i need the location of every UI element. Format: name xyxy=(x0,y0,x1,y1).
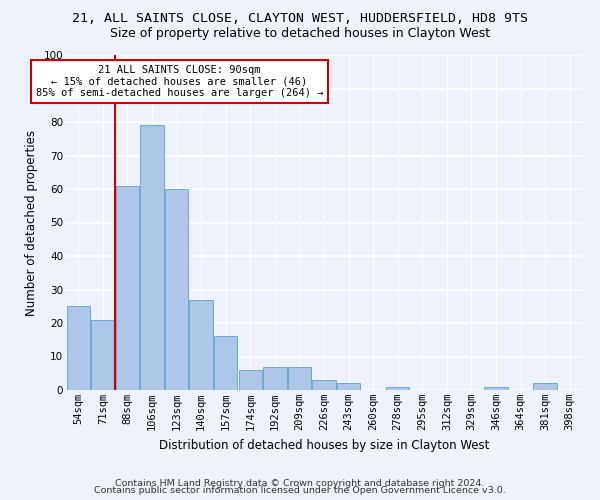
Bar xyxy=(313,380,335,390)
Text: Contains HM Land Registry data © Crown copyright and database right 2024.: Contains HM Land Registry data © Crown c… xyxy=(115,478,485,488)
Text: Contains public sector information licensed under the Open Government Licence v3: Contains public sector information licen… xyxy=(94,486,506,495)
Bar xyxy=(263,366,287,390)
Bar xyxy=(484,386,508,390)
Bar xyxy=(140,126,164,390)
Bar xyxy=(91,320,115,390)
X-axis label: Distribution of detached houses by size in Clayton West: Distribution of detached houses by size … xyxy=(159,438,489,452)
Bar xyxy=(214,336,238,390)
Text: 21 ALL SAINTS CLOSE: 90sqm
← 15% of detached houses are smaller (46)
85% of semi: 21 ALL SAINTS CLOSE: 90sqm ← 15% of deta… xyxy=(36,65,323,98)
Bar xyxy=(288,366,311,390)
Bar xyxy=(190,300,213,390)
Bar xyxy=(165,189,188,390)
Text: Size of property relative to detached houses in Clayton West: Size of property relative to detached ho… xyxy=(110,28,490,40)
Bar xyxy=(386,386,409,390)
Bar xyxy=(67,306,90,390)
Y-axis label: Number of detached properties: Number of detached properties xyxy=(25,130,38,316)
Bar xyxy=(116,186,139,390)
Bar xyxy=(239,370,262,390)
Bar xyxy=(337,384,360,390)
Text: 21, ALL SAINTS CLOSE, CLAYTON WEST, HUDDERSFIELD, HD8 9TS: 21, ALL SAINTS CLOSE, CLAYTON WEST, HUDD… xyxy=(72,12,528,26)
Bar xyxy=(533,384,557,390)
